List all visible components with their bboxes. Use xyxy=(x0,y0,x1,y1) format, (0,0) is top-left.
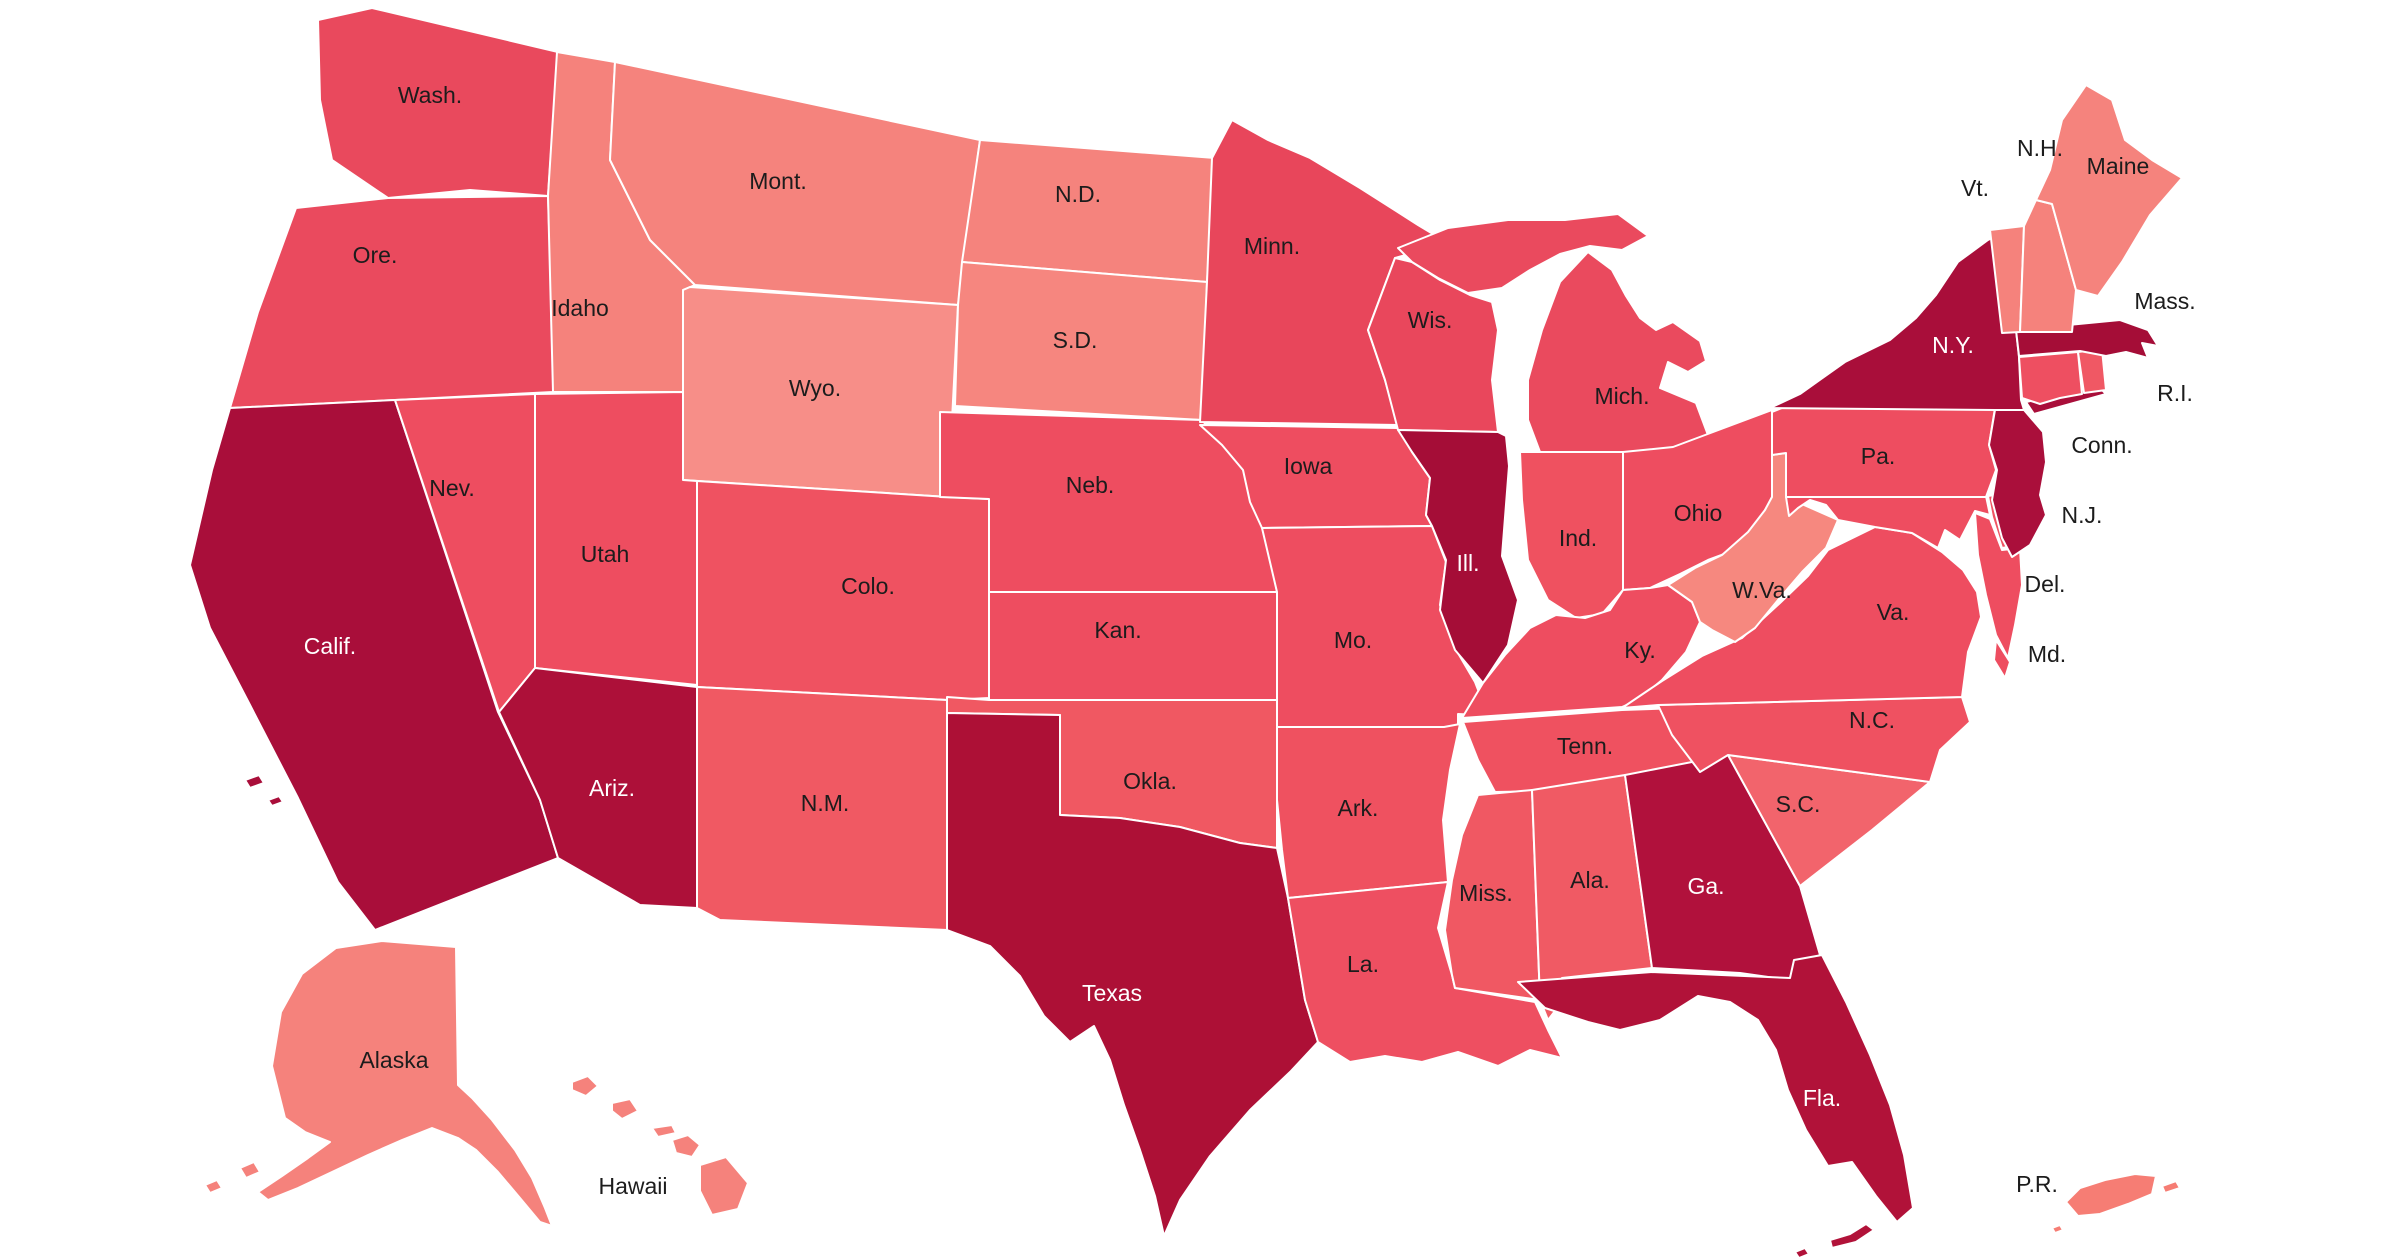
state-north-carolina[interactable] xyxy=(1657,696,1971,783)
state-texas[interactable] xyxy=(946,712,1319,1237)
state-label-connecticut: Conn. xyxy=(2071,432,2132,458)
state-north-dakota[interactable] xyxy=(961,139,1216,283)
state-florida[interactable] xyxy=(1517,954,1914,1259)
state-connecticut[interactable] xyxy=(2018,351,2083,405)
state-label-puerto-rico: P.R. xyxy=(2016,1171,2058,1197)
state-kansas[interactable] xyxy=(988,591,1278,701)
state-colorado[interactable] xyxy=(696,480,990,701)
state-washington[interactable] xyxy=(317,7,559,199)
state-illinois[interactable] xyxy=(1397,429,1519,684)
state-arkansas[interactable] xyxy=(1276,723,1461,899)
state-mississippi[interactable] xyxy=(1444,789,1541,1001)
state-label-maryland: Md. xyxy=(2028,641,2066,667)
state-louisiana[interactable] xyxy=(1287,881,1563,1067)
state-label-vermont: Vt. xyxy=(1961,175,1989,201)
state-wyoming[interactable] xyxy=(682,286,959,498)
state-pennsylvania[interactable] xyxy=(1771,401,1997,498)
state-south-dakota[interactable] xyxy=(954,261,1208,421)
state-label-hawaii: Hawaii xyxy=(598,1173,667,1199)
state-label-massachusetts: Mass. xyxy=(2134,288,2195,314)
state-label-delaware: Del. xyxy=(2025,571,2066,597)
state-label-new-jersey: N.J. xyxy=(2062,502,2103,528)
state-hawaii[interactable] xyxy=(571,1075,749,1216)
state-michigan[interactable] xyxy=(1397,213,1709,456)
state-oregon[interactable] xyxy=(229,195,554,409)
state-maine[interactable] xyxy=(2035,84,2183,297)
state-maryland[interactable] xyxy=(1785,495,2023,659)
state-label-rhode-island: R.I. xyxy=(2157,380,2193,406)
state-new-mexico[interactable] xyxy=(696,686,948,931)
state-utah[interactable] xyxy=(534,391,698,686)
state-puerto-rico[interactable] xyxy=(2051,1173,2181,1234)
state-indiana[interactable] xyxy=(1519,451,1624,619)
state-alaska[interactable] xyxy=(204,940,553,1227)
state-new-jersey[interactable] xyxy=(1988,409,2047,558)
